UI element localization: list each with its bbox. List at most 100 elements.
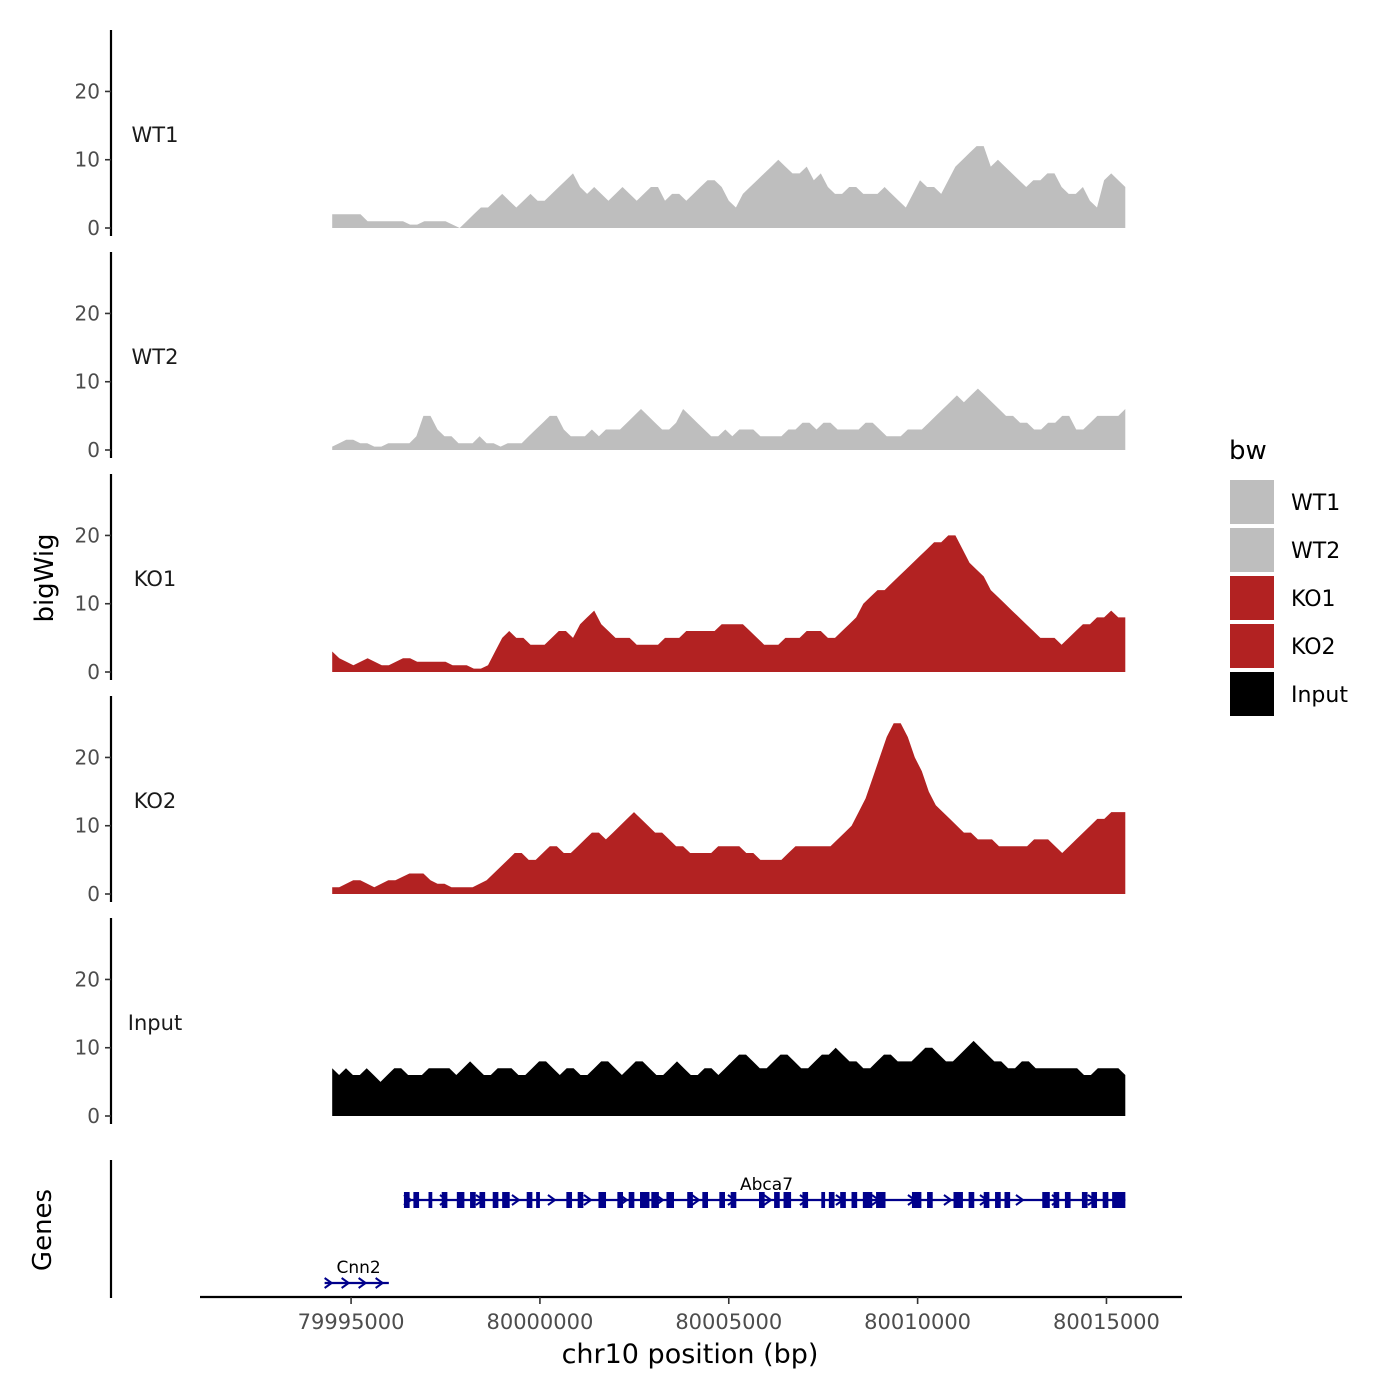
y-axis-title: bigWig bbox=[30, 533, 60, 622]
track-label: WT1 bbox=[132, 123, 179, 147]
exon bbox=[403, 1192, 410, 1208]
legend-label: KO2 bbox=[1291, 635, 1336, 660]
exon bbox=[479, 1192, 486, 1208]
y-tick-label: 10 bbox=[75, 148, 100, 172]
y-tick-label: 0 bbox=[87, 1104, 100, 1128]
strand-arrow bbox=[547, 1194, 557, 1206]
strand-arrow bbox=[1015, 1194, 1025, 1206]
exon bbox=[911, 1192, 922, 1208]
y-tick-label: 10 bbox=[75, 370, 100, 394]
y-tick-label: 10 bbox=[75, 592, 100, 616]
exon bbox=[413, 1192, 420, 1208]
track-wt1: 0 10 20 WT1 bbox=[75, 30, 1126, 240]
legend-item-input: Input bbox=[1230, 672, 1348, 716]
strand-arrow bbox=[943, 1194, 953, 1206]
exon bbox=[502, 1192, 510, 1208]
exon bbox=[927, 1192, 933, 1208]
legend-swatch bbox=[1230, 624, 1274, 668]
legend-label: WT1 bbox=[1291, 491, 1340, 516]
gene-cnn2: Cnn2 bbox=[324, 1258, 389, 1289]
y-tick-label: 0 bbox=[87, 882, 100, 906]
track-label: Input bbox=[128, 1011, 182, 1035]
exon bbox=[456, 1192, 465, 1208]
x-tick-label: 80010000 bbox=[864, 1310, 971, 1334]
legend-swatch bbox=[1230, 576, 1274, 620]
exon bbox=[783, 1192, 792, 1208]
legend-item-ko2: KO2 bbox=[1230, 624, 1336, 668]
exon bbox=[983, 1192, 990, 1208]
strand-arrow bbox=[358, 1277, 368, 1289]
exon bbox=[1004, 1192, 1011, 1208]
exon bbox=[840, 1192, 846, 1208]
y-tick-label: 10 bbox=[75, 814, 100, 838]
legend-label: WT2 bbox=[1291, 539, 1340, 564]
exon bbox=[968, 1192, 975, 1208]
exon bbox=[617, 1192, 624, 1208]
exon bbox=[821, 1192, 826, 1208]
y-tick-label: 10 bbox=[75, 1036, 100, 1060]
exon bbox=[876, 1192, 886, 1208]
exon bbox=[1091, 1192, 1098, 1208]
track-label: WT2 bbox=[132, 345, 179, 369]
strand-arrow bbox=[583, 1194, 593, 1206]
y-tick-label: 20 bbox=[75, 523, 100, 547]
strand-arrow bbox=[691, 1194, 701, 1206]
exon bbox=[441, 1192, 448, 1208]
exon bbox=[492, 1192, 499, 1208]
x-tick-label: 79995000 bbox=[298, 1310, 405, 1334]
legend-item-wt2: WT2 bbox=[1230, 528, 1340, 572]
legend-label: KO1 bbox=[1291, 587, 1336, 612]
exon bbox=[1081, 1192, 1088, 1208]
track-label: KO1 bbox=[134, 567, 177, 591]
exon bbox=[1102, 1192, 1109, 1208]
signal-area-ko1 bbox=[332, 535, 1126, 672]
strand-arrow bbox=[341, 1277, 351, 1289]
legend-label: Input bbox=[1291, 683, 1348, 708]
signal-area-ko2 bbox=[332, 723, 1126, 894]
exon bbox=[536, 1192, 540, 1208]
exon bbox=[1042, 1192, 1050, 1208]
gene-label: Cnn2 bbox=[337, 1258, 381, 1278]
y-tick-label: 0 bbox=[87, 438, 100, 462]
strand-arrow bbox=[763, 1194, 773, 1206]
signal-area-wt1 bbox=[332, 146, 1126, 228]
exon bbox=[774, 1192, 780, 1208]
y-tick-label: 20 bbox=[75, 745, 100, 769]
legend-item-wt1: WT1 bbox=[1230, 480, 1340, 524]
track-input: 0 10 20 Input bbox=[75, 918, 1126, 1128]
exon bbox=[666, 1192, 675, 1208]
exon bbox=[719, 1192, 725, 1208]
legend-swatch bbox=[1230, 528, 1274, 572]
exon bbox=[851, 1192, 858, 1208]
exon bbox=[428, 1192, 433, 1208]
signal-area-input bbox=[332, 1040, 1126, 1116]
exon bbox=[526, 1192, 533, 1208]
legend-item-ko1: KO1 bbox=[1230, 576, 1336, 620]
legend-swatch bbox=[1230, 672, 1274, 716]
exon bbox=[598, 1192, 607, 1208]
track-ko2: 0 10 20 KO2 bbox=[75, 696, 1126, 906]
strand-arrow bbox=[511, 1194, 521, 1206]
exon bbox=[995, 1192, 1001, 1208]
exon bbox=[802, 1192, 809, 1208]
genes-track-title: Genes bbox=[28, 1189, 58, 1271]
exon bbox=[1053, 1192, 1060, 1208]
y-tick-label: 20 bbox=[75, 79, 100, 103]
exon bbox=[640, 1192, 650, 1208]
y-tick-label: 20 bbox=[75, 967, 100, 991]
legend-swatch bbox=[1230, 480, 1274, 524]
exon bbox=[1064, 1192, 1071, 1208]
x-tick-label: 80000000 bbox=[486, 1310, 593, 1334]
y-tick-label: 0 bbox=[87, 216, 100, 240]
exon bbox=[730, 1192, 737, 1208]
strand-arrow bbox=[375, 1277, 385, 1289]
signal-area-wt2 bbox=[332, 388, 1126, 450]
exon bbox=[651, 1192, 659, 1208]
exon bbox=[470, 1192, 476, 1208]
exon bbox=[1112, 1192, 1126, 1208]
exon bbox=[828, 1192, 835, 1208]
exon bbox=[687, 1192, 693, 1208]
exon bbox=[628, 1192, 635, 1208]
x-axis-title: chr10 position (bp) bbox=[562, 1339, 819, 1370]
